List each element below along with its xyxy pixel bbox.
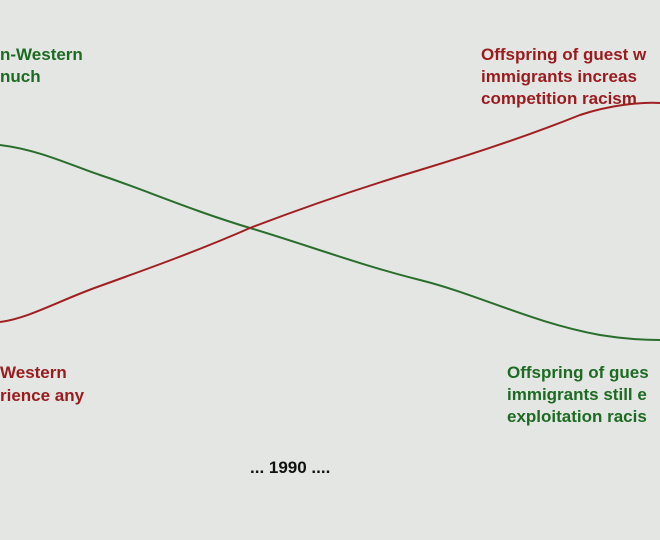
note-line: competition racism xyxy=(481,89,637,108)
note-line: nuch xyxy=(0,67,41,86)
top-right-note: Offspring of guest w immigrants increas … xyxy=(481,45,647,108)
note-line: exploitation racis xyxy=(507,407,647,426)
note-line: n-Western xyxy=(0,45,83,64)
red-curve xyxy=(0,101,660,323)
note-line: Offspring of guest w xyxy=(481,45,647,64)
note-line: rience any xyxy=(0,386,85,405)
bottom-left-note: Western rience any xyxy=(0,363,85,405)
note-line: immigrants increas xyxy=(481,67,637,86)
top-left-note: n-Western nuch xyxy=(0,45,83,86)
note-line: Western xyxy=(0,363,67,382)
note-line: immigrants still e xyxy=(507,385,647,404)
green-curve xyxy=(0,144,660,341)
note-line: Offspring of gues xyxy=(507,363,649,382)
time-label: ... 1990 .... xyxy=(250,458,330,477)
bottom-right-note: Offspring of gues immigrants still e exp… xyxy=(507,363,649,426)
